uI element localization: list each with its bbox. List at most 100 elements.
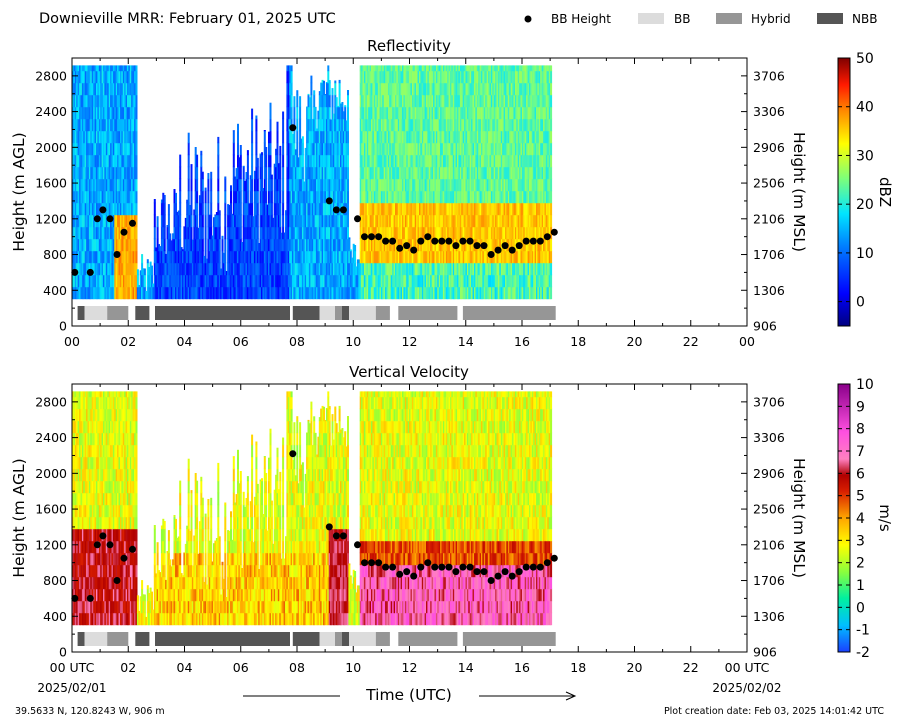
legend-label: Hybrid — [751, 12, 791, 26]
heatmap-cell — [120, 202, 122, 216]
heatmap-cell — [96, 94, 98, 108]
heatmap-cell — [368, 65, 371, 72]
heatmap-cell — [128, 202, 131, 216]
heatmap-cell — [207, 238, 210, 252]
heatmap-cell — [201, 262, 204, 276]
heatmap-cell — [90, 106, 93, 120]
heatmap-cell — [242, 214, 245, 228]
heatmap-cell — [289, 178, 292, 192]
heatmap-cell — [444, 94, 447, 108]
heatmap-cell — [469, 178, 472, 192]
heatmap-cell — [445, 65, 448, 72]
heatmap-cell — [232, 250, 235, 264]
heatmap-cell — [475, 286, 478, 300]
heatmap-cell — [490, 94, 493, 108]
heatmap-cell — [503, 178, 506, 192]
heatmap-cell — [373, 226, 376, 240]
heatmap-cell — [234, 176, 237, 180]
heatmap-cell — [232, 262, 235, 276]
heatmap-cell — [476, 106, 479, 120]
heatmap-cell — [510, 65, 513, 72]
heatmap-cell — [321, 202, 324, 216]
heatmap-cell — [354, 245, 357, 252]
heatmap-cell — [368, 166, 371, 180]
heatmap-cell — [342, 262, 345, 276]
heatmap-cell — [222, 286, 225, 300]
heatmap-cell — [503, 190, 506, 204]
heatmap-cell — [433, 142, 436, 156]
heatmap-cell — [359, 202, 362, 216]
heatmap-cell — [375, 130, 378, 144]
heatmap-cell — [366, 65, 369, 72]
heatmap-cell — [129, 226, 132, 240]
heatmap-cell — [407, 262, 410, 276]
heatmap-cell — [362, 94, 365, 108]
heatmap-cell — [173, 250, 176, 264]
heatmap-cell — [197, 238, 200, 252]
heatmap-cell — [395, 226, 397, 240]
heatmap-cell — [358, 274, 361, 288]
heatmap-cell — [489, 94, 492, 108]
heatmap-cell — [129, 154, 132, 168]
heatmap-cell — [393, 250, 396, 264]
heatmap-cell — [88, 202, 91, 216]
heatmap-cell — [409, 94, 412, 108]
heatmap-cell — [246, 214, 249, 228]
heatmap-cell — [376, 82, 379, 96]
heatmap-cell — [521, 154, 524, 168]
heatmap-cell — [492, 154, 495, 168]
heatmap-cell — [217, 136, 220, 144]
heatmap-cell — [521, 106, 524, 120]
heatmap-cell — [506, 166, 509, 180]
heatmap-cell — [523, 214, 526, 228]
heatmap-cell — [430, 262, 433, 276]
heatmap-cell — [502, 214, 505, 228]
heatmap-cell — [313, 190, 316, 204]
heatmap-cell — [134, 106, 137, 120]
heatmap-cell — [204, 274, 207, 288]
heatmap-cell — [380, 214, 383, 228]
heatmap-cell — [481, 82, 483, 96]
heatmap-cell — [292, 274, 294, 288]
heatmap-cell — [83, 65, 86, 72]
heatmap-cell — [349, 249, 352, 252]
heatmap-cell — [435, 250, 438, 264]
heatmap-cell — [411, 286, 414, 300]
heatmap-cell — [273, 163, 276, 168]
heatmap-cell — [445, 202, 448, 216]
heatmap-cell — [503, 202, 506, 216]
heatmap-cell — [115, 70, 118, 84]
heatmap-cell — [516, 94, 519, 108]
heatmap-cell — [517, 286, 520, 300]
heatmap-cell — [299, 190, 302, 204]
heatmap-cell — [259, 286, 262, 300]
heatmap-cell — [318, 142, 321, 156]
heatmap-cell — [176, 286, 179, 300]
heatmap-cell — [122, 286, 125, 300]
heatmap-cell — [104, 286, 107, 300]
heatmap-cell — [208, 262, 211, 276]
heatmap-cell — [389, 130, 392, 144]
heatmap-cell — [307, 130, 310, 144]
heatmap-cell — [380, 166, 383, 180]
heatmap-cell — [519, 142, 522, 156]
heatmap-cell — [485, 130, 488, 144]
heatmap-cell — [406, 250, 409, 264]
heatmap-cell — [404, 166, 407, 180]
heatmap-cell — [115, 142, 118, 156]
heatmap-cell — [503, 70, 506, 84]
heatmap-cell — [163, 202, 166, 216]
heatmap-cell — [444, 274, 447, 288]
heatmap-cell — [434, 202, 437, 216]
heatmap-cell — [282, 166, 285, 180]
heatmap-cell — [520, 274, 523, 288]
heatmap-cell — [252, 250, 255, 264]
heatmap-cell — [121, 190, 124, 204]
heatmap-cell — [194, 166, 197, 180]
heatmap-cell — [483, 154, 486, 168]
heatmap-cell — [372, 274, 375, 288]
heatmap-cell — [273, 226, 276, 240]
heatmap-cell — [526, 226, 529, 240]
heatmap-cell — [81, 82, 84, 96]
heatmap-cell — [466, 226, 469, 240]
